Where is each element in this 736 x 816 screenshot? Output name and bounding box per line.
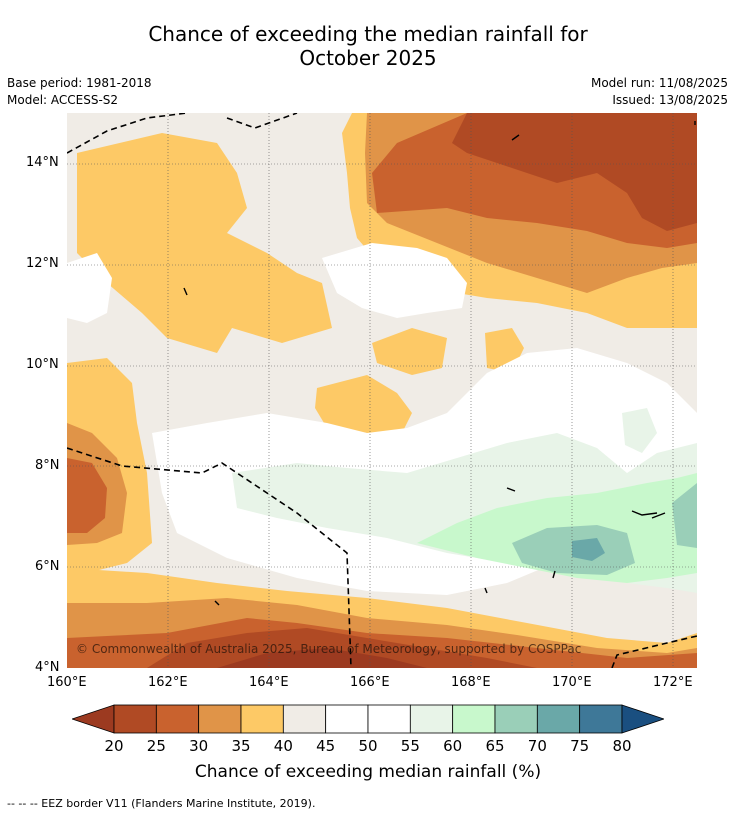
colorbar-tick-label: 65 [485, 737, 505, 755]
lat-label-14: 14°N [26, 155, 59, 170]
orange-40-northwest [77, 133, 332, 353]
colorbar-title: Chance of exceeding median rainfall (%) [194, 762, 542, 782]
orange-30-west [67, 458, 107, 533]
eez-footnote: -- -- -- EEZ border V11 (Flanders Marine… [7, 797, 316, 810]
colorbar-cell [452, 704, 496, 734]
title-line-1: Chance of exceeding the median rainfall … [148, 22, 588, 46]
orange-40-center-b [372, 328, 447, 375]
island-markers [183, 121, 696, 606]
lat-label-12: 12°N [26, 256, 59, 271]
lon-label-162: 162°E [148, 675, 188, 690]
lon-label-170: 170°E [552, 675, 592, 690]
orange-25-south [147, 628, 537, 668]
lon-label-160: 160°E [47, 675, 87, 690]
colorbar-tick-label: 20 [104, 737, 124, 755]
colorbar-cells [72, 704, 664, 734]
base-period: Base period: 1981-2018 [7, 76, 152, 90]
colorbar-extend-low [72, 704, 115, 734]
colorbar-tick-label: 50 [358, 737, 378, 755]
eez-border [67, 113, 697, 668]
colorbar-tick-label: 70 [527, 737, 547, 755]
colorbar-tick-label: 25 [146, 737, 166, 755]
gridlines [67, 113, 697, 668]
issued-date: Issued: 13/08/2025 [612, 93, 728, 107]
map-title: Chance of exceeding the median rainfall … [0, 22, 736, 70]
model-run: Model run: 11/08/2025 [590, 76, 728, 90]
colorbar-cell [198, 704, 242, 734]
map-svg [67, 113, 697, 668]
title-line-2: October 2025 [299, 46, 437, 70]
colorbar-tick-label: 55 [400, 737, 420, 755]
teal-75-blob [572, 538, 605, 561]
colorbar-cell [367, 704, 411, 734]
lon-label-166: 166°E [350, 675, 390, 690]
white-north [67, 253, 112, 323]
colorbar-cell [325, 704, 369, 734]
lat-label-4: 4°N [35, 660, 60, 675]
rainfall-map: © Commonwealth of Australia 2025, Bureau… [67, 113, 697, 668]
lon-label-172: 172°E [653, 675, 693, 690]
colorbar [72, 704, 664, 734]
colorbar-cell [494, 704, 538, 734]
colorbar-cell [113, 704, 157, 734]
colorbar-cell [240, 704, 284, 734]
colorbar-cell [282, 704, 327, 734]
green-60-blob [622, 408, 657, 453]
colorbar-cell [536, 704, 581, 734]
colorbar-cell [579, 704, 623, 734]
lat-label-8: 8°N [35, 458, 60, 473]
orange-25-north [452, 113, 697, 231]
lon-label-164: 164°E [249, 675, 289, 690]
meta-right: Model run: 11/08/2025 Issued: 13/08/2025 [591, 75, 728, 109]
orange-40-center [315, 375, 412, 433]
colorbar-tick-label: 35 [231, 737, 251, 755]
white-center-north [322, 243, 467, 318]
meta-left: Base period: 1981-2018 Model: ACCESS-S2 [7, 75, 152, 109]
lat-label-10: 10°N [26, 357, 59, 372]
model-name: Model: ACCESS-S2 [7, 93, 119, 107]
lat-label-6: 6°N [35, 559, 60, 574]
colorbar-extend-high [621, 704, 664, 734]
orange-20-south [217, 648, 427, 668]
colorbar-tick-label: 45 [316, 737, 336, 755]
colorbar-tick-label: 30 [189, 737, 209, 755]
colorbar-tick-label: 80 [612, 737, 632, 755]
colorbar-cell [409, 704, 454, 734]
lon-label-168: 168°E [451, 675, 491, 690]
green-70-east [672, 483, 697, 548]
copyright-notice: © Commonwealth of Australia 2025, Bureau… [76, 642, 582, 656]
colorbar-tick-label: 75 [570, 737, 590, 755]
colorbar-tick-label: 60 [443, 737, 463, 755]
colorbar-cell [155, 704, 200, 734]
colorbar-tick-label: 40 [273, 737, 293, 755]
